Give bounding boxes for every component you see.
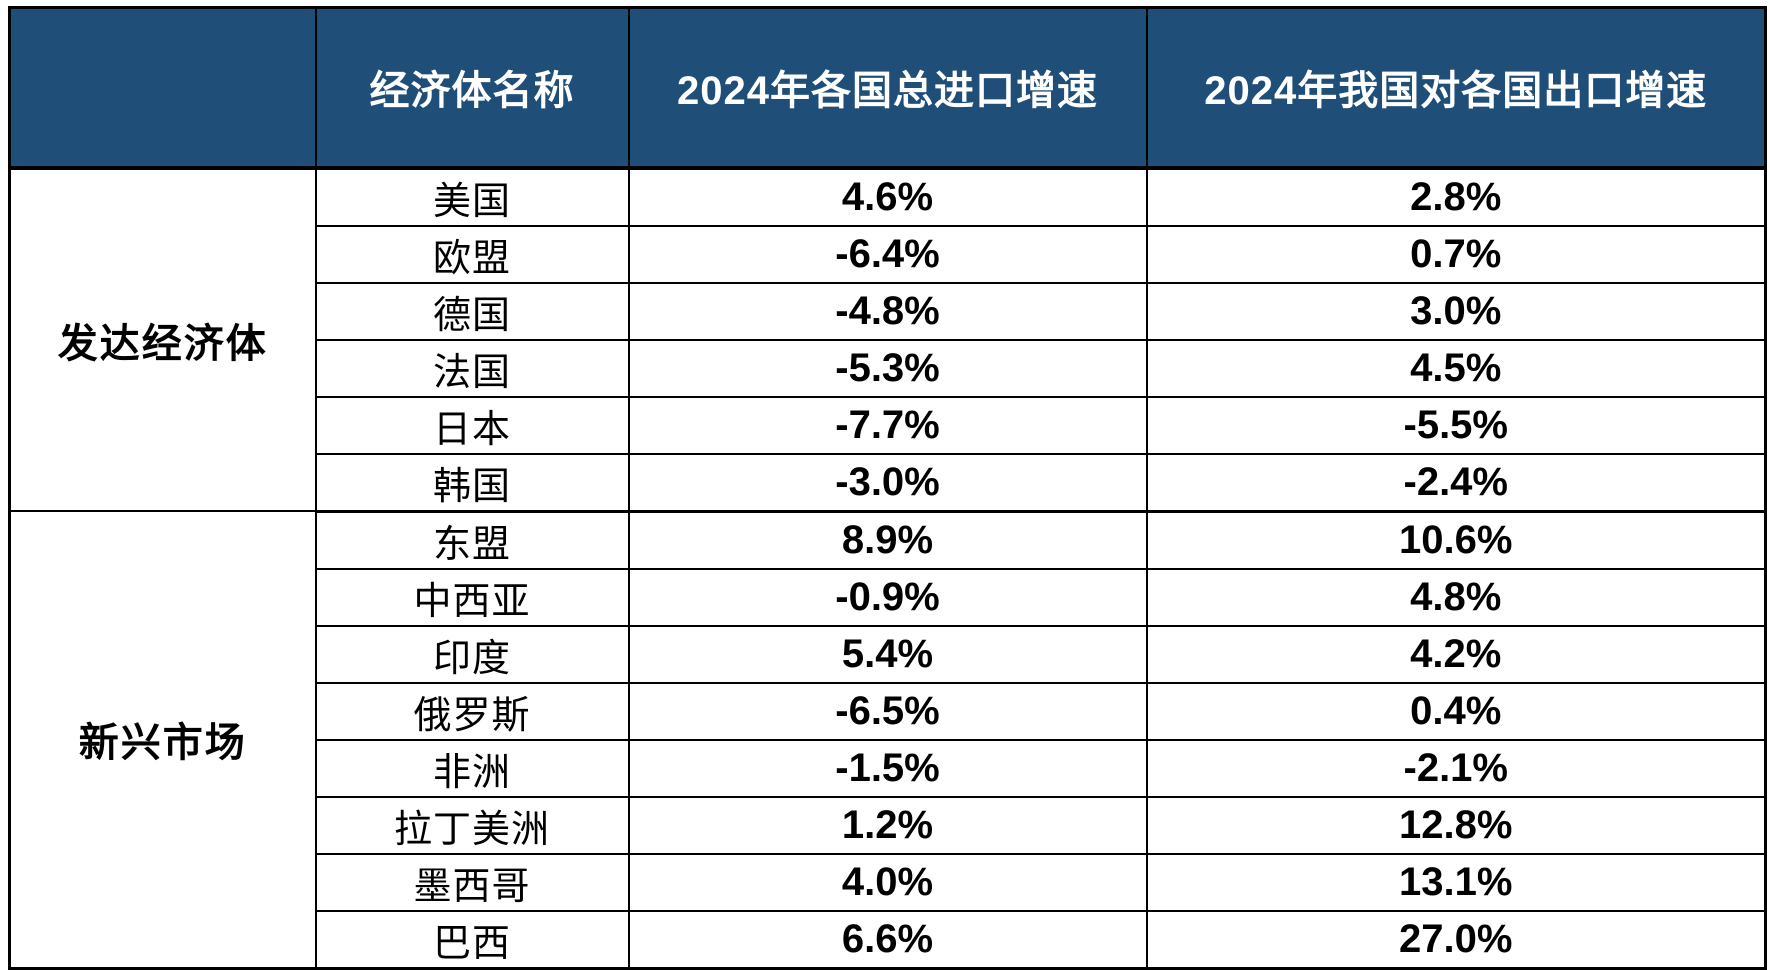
export-growth-cell: 0.4% xyxy=(1145,681,1767,741)
economy-name-cell: 欧盟 xyxy=(314,224,630,284)
economy-name-cell: 巴西 xyxy=(314,909,630,969)
table-row-africa: 非洲 -1.5% -2.1% xyxy=(10,738,1767,798)
economy-name-cell: 印度 xyxy=(314,624,630,684)
header-group xyxy=(8,7,317,170)
group-cell-emerging: 新兴市场 xyxy=(8,511,317,969)
import-growth-cell: 4.0% xyxy=(627,852,1148,912)
table-row-brazil: 巴西 6.6% 27.0% xyxy=(10,909,1767,969)
header-economy-name: 经济体名称 xyxy=(314,7,630,170)
export-growth-cell: 4.2% xyxy=(1145,624,1767,684)
table-row-germany: 德国 -4.8% 3.0% xyxy=(10,281,1767,341)
import-growth-cell: -1.5% xyxy=(627,738,1148,798)
export-growth-cell: -2.4% xyxy=(1145,452,1767,513)
economy-name-cell: 拉丁美洲 xyxy=(314,795,630,855)
table-row-india: 印度 5.4% 4.2% xyxy=(10,624,1767,684)
import-growth-cell: 5.4% xyxy=(627,624,1148,684)
export-growth-cell: 4.5% xyxy=(1145,338,1767,398)
economy-name-cell: 东盟 xyxy=(314,510,630,570)
import-growth-cell: -6.5% xyxy=(627,681,1148,741)
table-row-central-west-asia: 中西亚 -0.9% 4.8% xyxy=(10,567,1767,627)
import-growth-cell: -7.7% xyxy=(627,395,1148,455)
export-growth-cell: 27.0% xyxy=(1145,909,1767,969)
export-growth-cell: 2.8% xyxy=(1145,166,1767,227)
table-row-mexico: 墨西哥 4.0% 13.1% xyxy=(10,852,1767,912)
group-cell-developed: 发达经济体 xyxy=(8,167,317,512)
export-growth-cell: 3.0% xyxy=(1145,281,1767,341)
economy-name-cell: 法国 xyxy=(314,338,630,398)
table-row-korea: 韩国 -3.0% -2.4% xyxy=(10,452,1767,513)
economy-name-cell: 德国 xyxy=(314,281,630,341)
table-row-france: 法国 -5.3% 4.5% xyxy=(10,338,1767,398)
economy-name-cell: 俄罗斯 xyxy=(314,681,630,741)
export-growth-cell: 4.8% xyxy=(1145,567,1767,627)
export-growth-cell: 10.6% xyxy=(1145,510,1767,570)
table-row-latin-america: 拉丁美洲 1.2% 12.8% xyxy=(10,795,1767,855)
export-growth-cell: 13.1% xyxy=(1145,852,1767,912)
table-row-russia: 俄罗斯 -6.5% 0.4% xyxy=(10,681,1767,741)
import-growth-cell: 6.6% xyxy=(627,909,1148,969)
economy-growth-table: 经济体名称 2024年各国总进口增速 2024年我国对各国出口增速 发达经济体 … xyxy=(8,6,1767,970)
export-growth-cell: 12.8% xyxy=(1145,795,1767,855)
export-growth-cell: -5.5% xyxy=(1145,395,1767,455)
table-row-usa: 发达经济体 美国 4.6% 2.8% xyxy=(8,166,1767,512)
export-growth-cell: 0.7% xyxy=(1145,224,1767,284)
import-growth-cell: 1.2% xyxy=(627,795,1148,855)
table-header: 经济体名称 2024年各国总进口增速 2024年我国对各国出口增速 xyxy=(8,7,1767,170)
import-growth-cell: 8.9% xyxy=(627,510,1148,570)
economy-name-cell: 日本 xyxy=(314,395,630,455)
import-growth-cell: -5.3% xyxy=(627,338,1148,398)
table-row-asean: 新兴市场 东盟 8.9% 10.6% xyxy=(8,510,1767,969)
export-growth-cell: -2.1% xyxy=(1145,738,1767,798)
economy-name-cell: 美国 xyxy=(314,166,630,227)
import-growth-cell: -6.4% xyxy=(627,224,1148,284)
header-export-growth: 2024年我国对各国出口增速 xyxy=(1145,7,1767,170)
table-row-eu: 欧盟 -6.4% 0.7% xyxy=(10,224,1767,284)
header-import-growth: 2024年各国总进口增速 xyxy=(627,7,1148,170)
table-body: 发达经济体 美国 4.6% 2.8% 欧盟 -6.4% 0.7% 德国 -4.8… xyxy=(8,166,1767,969)
import-growth-cell: -4.8% xyxy=(627,281,1148,341)
economy-name-cell: 中西亚 xyxy=(314,567,630,627)
import-growth-cell: 4.6% xyxy=(627,166,1148,227)
economy-name-cell: 韩国 xyxy=(314,452,630,513)
table-row-japan: 日本 -7.7% -5.5% xyxy=(10,395,1767,455)
header-row: 经济体名称 2024年各国总进口增速 2024年我国对各国出口增速 xyxy=(8,7,1767,170)
economy-growth-table-wrap: 经济体名称 2024年各国总进口增速 2024年我国对各国出口增速 发达经济体 … xyxy=(8,6,1767,970)
import-growth-cell: -0.9% xyxy=(627,567,1148,627)
import-growth-cell: -3.0% xyxy=(627,452,1148,513)
economy-name-cell: 非洲 xyxy=(314,738,630,798)
economy-name-cell: 墨西哥 xyxy=(314,852,630,912)
